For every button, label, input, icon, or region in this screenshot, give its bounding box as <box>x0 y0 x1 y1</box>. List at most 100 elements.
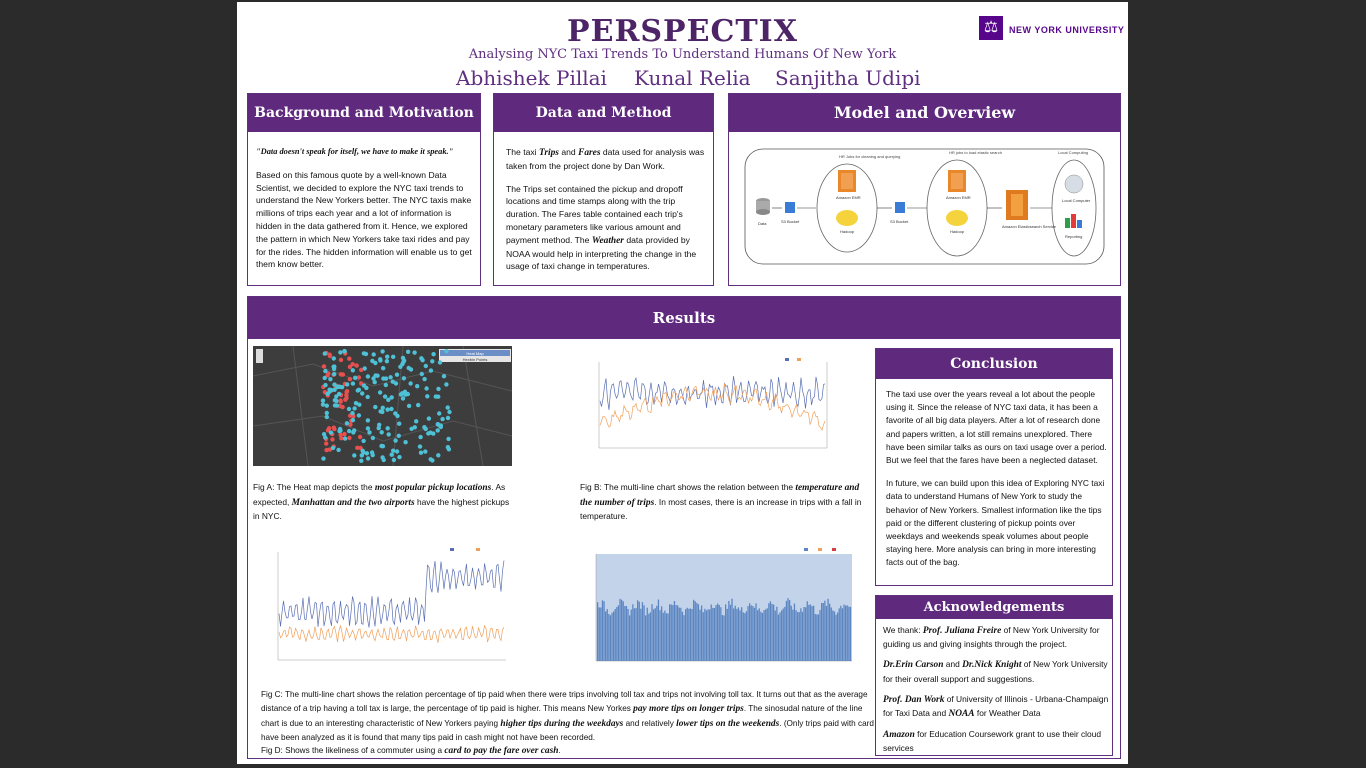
card-bar <box>792 609 794 661</box>
card-bar <box>819 609 821 661</box>
card-bar <box>624 605 626 661</box>
heatmap-point <box>446 447 452 452</box>
card-bar <box>718 605 720 661</box>
card-bar <box>705 610 708 661</box>
card-bar <box>752 606 754 661</box>
zoom-control <box>256 349 263 363</box>
heatmap-point <box>386 397 391 402</box>
card-bar <box>664 610 666 661</box>
heatmap-point <box>380 405 385 410</box>
card-bar <box>605 611 607 661</box>
database-icon <box>756 198 770 215</box>
heatmap-point <box>336 447 341 453</box>
heatmap-point <box>433 394 438 399</box>
card-bar <box>800 608 802 661</box>
heatmap-point <box>386 432 391 437</box>
heatmap-point <box>378 358 383 363</box>
heatmap-point <box>394 372 400 377</box>
card-bar <box>632 604 634 661</box>
card-bar <box>755 603 757 661</box>
card-bar <box>808 604 810 661</box>
card-bar <box>797 612 799 661</box>
heatmap-point <box>344 421 350 426</box>
card-bar <box>685 609 687 661</box>
node-label: Reporting <box>1065 234 1082 239</box>
card-bar <box>723 615 725 661</box>
heatmap-point <box>424 386 429 391</box>
series-toll-tip-line <box>278 560 505 628</box>
node-label: S3 Bucket <box>781 219 800 224</box>
reporting-icon <box>1065 214 1082 228</box>
heatmap-point <box>384 359 390 364</box>
card-bar <box>672 605 674 661</box>
card-bar <box>678 607 680 661</box>
card-bar <box>731 598 733 661</box>
card-bar <box>616 607 618 661</box>
card-bar <box>803 607 805 661</box>
heatmap-point <box>422 425 427 430</box>
heatmap-point <box>346 406 352 412</box>
heatmap-point <box>365 456 371 461</box>
heatmap-point <box>330 445 336 451</box>
data-method-panel: Data and Method The taxi Trips and Fares… <box>493 93 714 286</box>
background-heading: Background and Motivation <box>248 94 480 132</box>
card-bar <box>742 612 744 661</box>
card-bar <box>841 608 844 661</box>
card-bar <box>693 599 695 661</box>
heatmap-point <box>347 364 353 369</box>
acknowledgements-panel: Acknowledgements We thank: Prof. Juliana… <box>875 595 1113 756</box>
card-bar <box>640 608 642 661</box>
svg-text:Hexbin Points: Hexbin Points <box>463 357 488 362</box>
heatmap-point <box>323 368 328 374</box>
ack-line-2: Dr.Erin Carson and Dr.Nick Knight of New… <box>883 659 1108 684</box>
card-bar <box>645 615 647 661</box>
heatmap-point <box>377 390 383 395</box>
card-bar <box>784 606 786 661</box>
heatmap-point <box>321 364 327 369</box>
card-bar <box>728 600 730 661</box>
fig-d-caption: Fig D: Shows the likeliness of a commute… <box>261 746 561 756</box>
heatmap-point <box>332 387 337 392</box>
card-bar <box>745 611 748 661</box>
card-bar <box>845 605 847 661</box>
heatmap-point <box>331 425 336 430</box>
card-bar <box>627 609 629 661</box>
card-bar <box>656 605 658 661</box>
heatmap-point <box>380 349 385 354</box>
card-bar <box>765 609 767 661</box>
heatmap-point <box>423 449 428 454</box>
card-bar <box>659 610 661 661</box>
card-bar <box>821 603 823 661</box>
heatmap-point <box>416 402 421 408</box>
heatmap-point <box>326 371 331 376</box>
heatmap-point <box>324 447 329 453</box>
heatmap-point <box>431 352 436 357</box>
heatmap-point <box>361 438 366 444</box>
heatmap-point <box>422 376 427 382</box>
heatmap-point <box>375 373 380 378</box>
heatmap-point <box>347 376 353 382</box>
heatmap-point <box>412 425 417 430</box>
amazon-emr-icon <box>948 170 966 192</box>
heatmap-point <box>320 402 326 407</box>
heatmap-point <box>418 434 423 440</box>
heatmap-point <box>391 457 397 463</box>
card-bars <box>597 598 852 661</box>
heatmap-point <box>426 416 432 421</box>
heatmap-point <box>342 349 347 354</box>
card-bar <box>825 606 828 661</box>
heatmap-point <box>383 382 388 388</box>
heatmap-point <box>348 422 353 427</box>
card-bar <box>721 615 724 661</box>
card-bar <box>763 610 765 661</box>
author-3: Sanjitha Udipi <box>775 66 921 90</box>
card-bar <box>675 605 677 661</box>
card-bar <box>840 605 842 661</box>
card-bar <box>816 614 818 661</box>
card-bar <box>741 607 743 661</box>
card-bar <box>753 607 756 661</box>
card-bar <box>641 602 644 661</box>
heatmap-point <box>406 403 412 409</box>
heatmap-point <box>393 438 398 443</box>
card-bar <box>749 603 751 661</box>
